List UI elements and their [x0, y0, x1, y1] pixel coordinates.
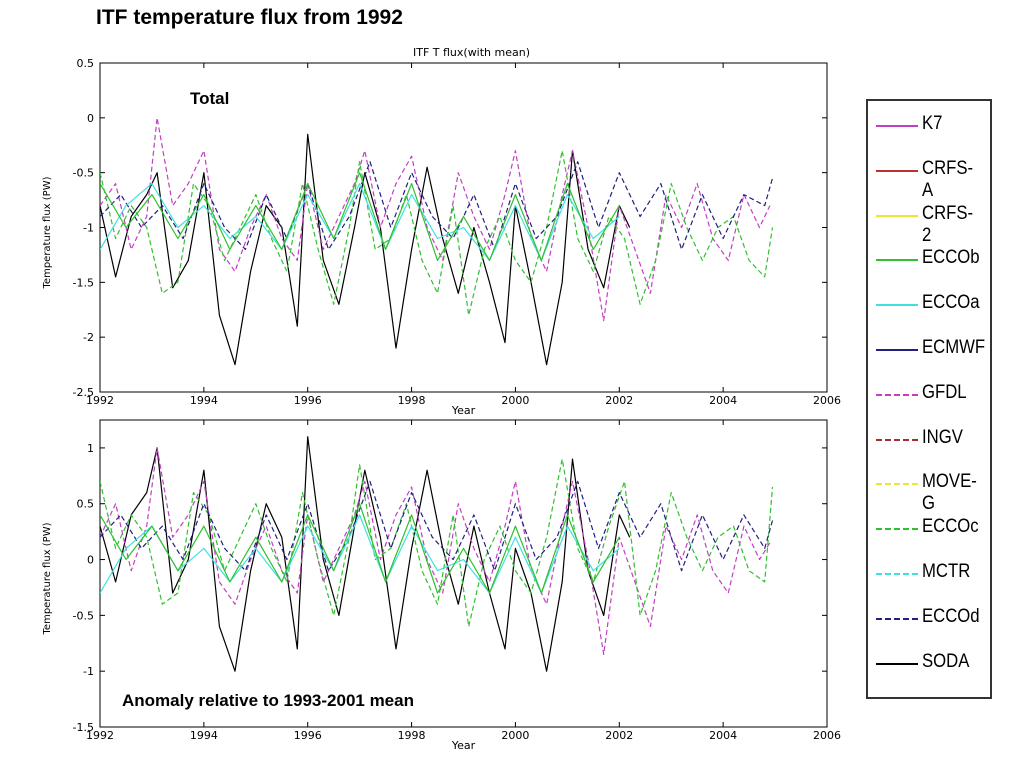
- y-tick-label: -1: [83, 665, 94, 678]
- legend-label: INGV: [922, 426, 963, 448]
- legend-item-eccob: ECCOb: [874, 245, 990, 275]
- legend-label: MOVE-G: [922, 471, 977, 515]
- legend-item-eccoa: ECCOa: [874, 290, 990, 320]
- x-tick-label: 1992: [86, 729, 114, 742]
- x-tick-label: 2006: [813, 394, 841, 407]
- series-line-eccoa: [100, 183, 620, 261]
- x-tick-label: 2002: [605, 729, 633, 742]
- x-tick-label: 2000: [501, 394, 529, 407]
- legend-item-ingv: INGV: [874, 425, 990, 455]
- legend-swatch: [876, 573, 918, 575]
- x-tick-label: 2000: [501, 729, 529, 742]
- legend-item-mctr: MCTR: [874, 559, 990, 589]
- legend-swatch: [876, 125, 918, 127]
- series-line-eccod: [100, 161, 774, 250]
- x-tick-label: 1994: [190, 729, 218, 742]
- x-tick-label: 2006: [813, 729, 841, 742]
- legend-label: CRFS-2: [922, 202, 974, 246]
- y-tick-label: -1.5: [73, 276, 94, 289]
- chart-title: ITF T flux(with mean): [413, 46, 530, 59]
- x-tick-label: 2002: [605, 394, 633, 407]
- x-tick-label: 1994: [190, 394, 218, 407]
- legend-swatch: [876, 259, 918, 262]
- legend-label: ECCOd: [922, 605, 980, 627]
- y-tick-label: -2: [83, 331, 94, 344]
- x-axis-label: Year: [451, 404, 476, 417]
- legend-item-soda: SODA: [874, 649, 990, 679]
- x-tick-label: 1998: [398, 729, 426, 742]
- slide-title: ITF temperature flux from 1992: [96, 6, 403, 29]
- series-line-eccob: [100, 172, 620, 261]
- legend-item-ecmwf: ECMWF: [874, 335, 990, 365]
- x-tick-label: 1996: [294, 394, 322, 407]
- x-tick-label: 2004: [709, 394, 737, 407]
- legend-item-move-g: MOVE-G: [874, 469, 990, 514]
- legend-label: MCTR: [922, 561, 971, 582]
- total-flux-panel: ITF T flux(with mean) 1992 1994 1996 1998 200…: [42, 46, 841, 417]
- legend-label: ECCOb: [922, 247, 980, 269]
- legend-item-eccod: ECCOd: [874, 604, 990, 634]
- legend-swatch: [876, 662, 918, 665]
- y-tick-label: 0: [87, 554, 94, 567]
- y-tick-label: 0.5: [77, 498, 95, 511]
- series-line-soda: [100, 436, 631, 672]
- x-tick-label: 1998: [398, 394, 426, 407]
- series-line-eccoa: [100, 514, 620, 594]
- legend-swatch: [876, 214, 918, 217]
- legend-swatch: [876, 349, 918, 351]
- legend-item-eccoc: ECCOc: [874, 514, 990, 544]
- y-tick-label: -1.5: [73, 721, 94, 734]
- anomaly-flux-panel: 1992 1994 1996 1998 2000 2002 2004 2006 1 0.5 0 -0.…: [42, 419, 841, 752]
- legend-swatch: [876, 617, 918, 620]
- series-line-eccob: [100, 503, 620, 594]
- legend-swatch: [876, 528, 918, 531]
- y-tick-label: -0.5: [73, 609, 94, 622]
- legend-swatch: [876, 483, 918, 486]
- y-tick-label: -1: [83, 222, 94, 235]
- series-group: [100, 117, 774, 366]
- plot-area: [99, 419, 828, 728]
- legend: K7 CRFS-A CRFS-2 ECCOb ECCOa ECMWF GFDL INGV MOV…: [866, 99, 992, 699]
- series-line-eccod: [100, 480, 774, 572]
- legend-label: SODA: [922, 650, 970, 672]
- legend-swatch: [876, 169, 918, 172]
- y-tick-label: 0: [87, 112, 94, 125]
- legend-swatch: [876, 393, 918, 396]
- y-axis-label: Temperature flux (PW): [42, 522, 53, 635]
- panel-annotation: Anomaly relative to 1993-2001 mean: [122, 691, 414, 710]
- series-line-gfdl: [100, 447, 771, 656]
- y-tick-label: 1: [87, 442, 94, 455]
- legend-swatch: [876, 304, 918, 307]
- series-line-soda: [100, 133, 631, 366]
- legend-item-gfdl: GFDL: [874, 380, 990, 410]
- y-tick-label: -0.5: [73, 167, 94, 180]
- x-tick-label: 2004: [709, 729, 737, 742]
- series-line-eccoc: [100, 150, 774, 316]
- legend-label: ECMWF: [922, 337, 986, 358]
- legend-label: GFDL: [922, 381, 967, 403]
- legend-label: ECCOc: [922, 516, 979, 538]
- x-tick-label: 1996: [294, 729, 322, 742]
- legend-swatch: [876, 438, 918, 441]
- legend-label: ECCOa: [922, 292, 980, 314]
- panel-annotation: Total: [190, 89, 229, 108]
- y-axis-label: Temperature flux (PW): [42, 176, 53, 289]
- legend-label: K7: [922, 113, 943, 134]
- y-tick-label: 0.5: [77, 57, 95, 70]
- legend-label: CRFS-A: [922, 157, 974, 201]
- series-line-gfdl: [100, 117, 771, 322]
- series-group: [100, 436, 774, 672]
- x-axis-label: Year: [451, 739, 476, 752]
- x-tick-label: 1992: [86, 394, 114, 407]
- legend-item-k7: K7: [874, 111, 990, 141]
- y-tick-label: -2.5: [73, 386, 94, 399]
- legend-item-crfs-2: CRFS-2: [874, 201, 990, 246]
- legend-item-crfs-a: CRFS-A: [874, 156, 990, 201]
